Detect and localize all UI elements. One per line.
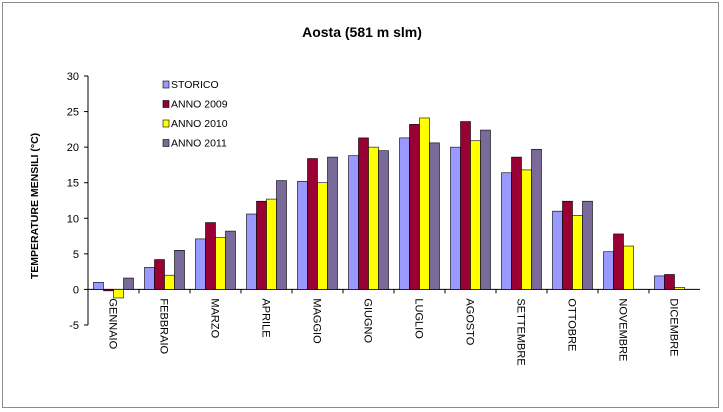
x-tick-label: FEBBRAIO — [158, 298, 170, 354]
bar — [297, 180, 308, 290]
bar — [603, 251, 614, 290]
bar — [225, 230, 236, 290]
bar — [246, 213, 257, 290]
x-tick-label: GENNAIO — [107, 298, 119, 349]
bar — [613, 233, 624, 290]
x-tick-label: APRILE — [260, 298, 272, 337]
bar — [521, 169, 532, 290]
bar — [93, 282, 104, 290]
legend-label: ANNO 2009 — [171, 99, 228, 111]
x-tick-label: MAGGIO — [311, 298, 323, 344]
chart-title: Aosta (581 m slm) — [302, 24, 422, 40]
bar — [429, 142, 440, 290]
y-tick-label: 5 — [73, 249, 79, 261]
bar — [174, 250, 185, 290]
y-tick-label: 10 — [67, 213, 79, 225]
bar — [276, 180, 287, 290]
bar — [378, 150, 389, 290]
bar — [368, 146, 379, 290]
bar — [317, 182, 328, 290]
x-tick-label: NOVEMBRE — [617, 298, 629, 361]
x-tick-label: SETTEMBRE — [515, 298, 527, 365]
bar — [205, 222, 216, 290]
bar — [511, 156, 522, 290]
legend-label: STORICO — [171, 79, 219, 91]
y-tick-label: 15 — [67, 178, 79, 190]
bar — [327, 156, 338, 290]
bar — [654, 275, 665, 290]
x-tick-label: GIUGNO — [362, 298, 374, 343]
bar — [164, 274, 175, 290]
bar — [480, 129, 491, 290]
bar — [123, 277, 134, 290]
bar — [674, 286, 685, 290]
bar — [256, 200, 267, 290]
x-tick-label: MARZO — [209, 298, 221, 338]
x-tick-label: AGOSTO — [464, 298, 476, 345]
legend-swatch — [162, 100, 170, 108]
bar — [562, 200, 573, 290]
y-tick-label: -5 — [69, 320, 79, 332]
bar — [531, 148, 542, 290]
y-tick-label: 30 — [67, 71, 79, 83]
bar — [572, 215, 583, 290]
x-tick-label: DICEMBRE — [668, 298, 680, 356]
bar — [501, 172, 512, 290]
bar — [358, 137, 369, 290]
legend-swatch — [162, 80, 170, 89]
bar — [582, 200, 593, 290]
legend-label: ANNO 2010 — [171, 118, 228, 130]
legend-label: ANNO 2011 — [171, 138, 227, 150]
bar — [399, 137, 410, 290]
y-axis-label: TEMPERATURE MENSILI (°C) — [29, 133, 41, 279]
legend-swatch — [162, 139, 170, 147]
bar — [348, 155, 359, 290]
bar — [470, 140, 481, 290]
y-tick-label: 25 — [67, 107, 79, 119]
bar — [154, 259, 165, 290]
bar — [419, 117, 430, 290]
bar — [103, 289, 114, 292]
x-tick-label: LUGLIO — [413, 298, 425, 339]
bar — [266, 198, 277, 290]
bar — [215, 237, 226, 290]
plot-area: 30 25 20 15 10 5 0 -5 GENNAIO FEBBRAIO MARZO APRILE… — [67, 71, 700, 366]
bar — [623, 245, 634, 290]
bar — [450, 146, 461, 290]
bar — [307, 158, 318, 290]
x-tick-label: OTTOBRE — [566, 298, 578, 351]
bar — [409, 124, 420, 290]
legend: STORICO ANNO 2009 ANNO 2010 ANNO 2011 — [162, 79, 228, 150]
bar — [195, 238, 206, 290]
bar — [144, 267, 155, 290]
bar — [113, 289, 124, 299]
y-tick-label: 0 — [73, 284, 79, 296]
bar — [552, 210, 563, 290]
legend-swatch — [162, 119, 170, 128]
bar — [664, 274, 675, 290]
y-tick-label: 20 — [67, 142, 79, 154]
bar — [460, 121, 471, 290]
